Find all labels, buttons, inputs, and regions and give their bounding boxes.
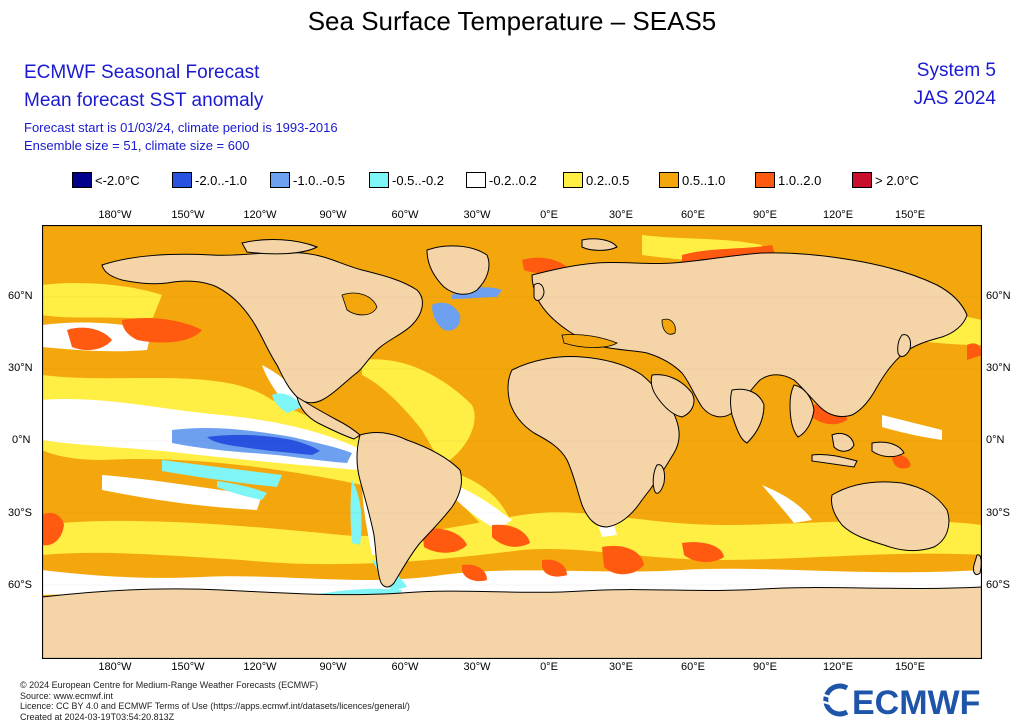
lon-label-bottom: 30°W bbox=[463, 661, 491, 673]
footer-copyright: © 2024 European Centre for Medium-Range … bbox=[20, 680, 319, 690]
legend-label: -0.2..0.2 bbox=[489, 172, 537, 188]
legend-label: -1.0..-0.5 bbox=[293, 172, 346, 188]
lat-label-left: 30°S bbox=[8, 507, 32, 519]
lon-label-bottom: 150°W bbox=[171, 661, 205, 673]
lon-label-top: 60°E bbox=[681, 209, 705, 221]
lon-label-bottom: 120°W bbox=[243, 661, 277, 673]
legend-label: <-2.0°C bbox=[95, 172, 140, 188]
lon-label-bottom: 0°E bbox=[540, 661, 558, 673]
legend-swatch bbox=[563, 172, 583, 188]
lon-label-bottom: 180°W bbox=[98, 661, 132, 673]
lat-label-right: 30°N bbox=[986, 362, 1011, 374]
lat-label-right: 0°N bbox=[986, 434, 1005, 446]
legend-label: 0.5..1.0 bbox=[682, 172, 726, 188]
legend-swatch bbox=[72, 172, 92, 188]
lon-label-bottom: 60°E bbox=[681, 661, 705, 673]
legend-item: -2.0..-1.0 bbox=[172, 170, 247, 190]
legend-item: -1.0..-0.5 bbox=[270, 170, 345, 190]
lat-label-left: 60°N bbox=[8, 290, 33, 302]
legend-item: -0.2..0.2 bbox=[466, 170, 537, 190]
legend-swatch bbox=[172, 172, 192, 188]
lon-label-top: 30°E bbox=[609, 209, 633, 221]
map-frame bbox=[42, 225, 982, 659]
ecmwf-logo-text: ECMWF bbox=[852, 684, 980, 719]
lat-label-right: 30°S bbox=[986, 507, 1010, 519]
lat-label-left: 60°S bbox=[8, 579, 32, 591]
lat-label-left: 30°N bbox=[8, 362, 33, 374]
lat-label-right: 60°S bbox=[986, 579, 1010, 591]
forecast-start-text: Forecast start is 01/03/24, climate peri… bbox=[24, 120, 338, 135]
period-label: JAS 2024 bbox=[913, 88, 996, 109]
land-masses bbox=[42, 238, 982, 659]
legend-label: > 2.0°C bbox=[875, 172, 919, 188]
legend-item: <-2.0°C bbox=[72, 170, 140, 190]
legend-item: > 2.0°C bbox=[852, 170, 919, 190]
legend-swatch bbox=[852, 172, 872, 188]
lon-label-top: 120°W bbox=[243, 209, 277, 221]
lon-label-top: 30°W bbox=[463, 209, 491, 221]
lon-label-top: 90°E bbox=[753, 209, 777, 221]
lon-label-top: 60°W bbox=[391, 209, 419, 221]
lon-label-bottom: 90°E bbox=[753, 661, 777, 673]
lon-label-top: 150°W bbox=[171, 209, 205, 221]
lon-label-bottom: 120°E bbox=[822, 661, 854, 673]
lon-label-top: 90°W bbox=[319, 209, 347, 221]
legend-item: 1.0..2.0 bbox=[755, 170, 821, 190]
legend-swatch bbox=[466, 172, 486, 188]
legend-item: -0.5..-0.2 bbox=[369, 170, 444, 190]
legend-label: -0.5..-0.2 bbox=[392, 172, 445, 188]
footer-source: Source: www.ecmwf.int bbox=[20, 690, 114, 701]
inland-water bbox=[341, 292, 676, 348]
lon-label-top: 120°E bbox=[822, 209, 854, 221]
legend-item: 0.2..0.5 bbox=[563, 170, 629, 190]
sst-anomaly-map bbox=[42, 225, 982, 659]
legend-label: -2.0..-1.0 bbox=[195, 172, 248, 188]
lon-label-bottom: 30°E bbox=[609, 661, 633, 673]
legend-swatch bbox=[369, 172, 389, 188]
forecast-heading: ECMWF Seasonal Forecast bbox=[24, 62, 260, 83]
anomaly-blue-regions bbox=[207, 434, 320, 455]
legend-label: 0.2..0.5 bbox=[586, 172, 630, 188]
legend-swatch bbox=[270, 172, 290, 188]
page-title: Sea Surface Temperature – SEAS5 bbox=[307, 6, 717, 36]
ensemble-size-text: Ensemble size = 51, climate size = 600 bbox=[24, 138, 250, 153]
footer: © 2024 European Centre for Medium-Range … bbox=[20, 680, 410, 722]
lat-label-left: 0°N bbox=[12, 434, 31, 446]
legend-swatch bbox=[659, 172, 679, 188]
system-label: System 5 bbox=[916, 60, 996, 81]
lon-label-top: 180°W bbox=[98, 209, 132, 221]
map-graticule bbox=[42, 296, 982, 586]
lat-label-right: 60°N bbox=[986, 290, 1011, 302]
ecmwf-logo-icon bbox=[823, 683, 849, 717]
ecmwf-logo: ECMWF bbox=[820, 683, 980, 719]
legend-label: 1.0..2.0 bbox=[778, 172, 822, 188]
color-legend: <-2.0°C -2.0..-1.0 -1.0..-0.5 -0.5..-0.2… bbox=[72, 170, 972, 192]
forecast-subheading: Mean forecast SST anomaly bbox=[24, 90, 264, 111]
lon-label-bottom: 90°W bbox=[319, 661, 347, 673]
legend-swatch bbox=[755, 172, 775, 188]
lon-label-top: 0°E bbox=[540, 209, 558, 221]
lon-label-bottom: 60°W bbox=[391, 661, 419, 673]
legend-item: 0.5..1.0 bbox=[659, 170, 725, 190]
footer-created: Created at 2024-03-19T03:54:20.813Z bbox=[20, 711, 175, 722]
ecmwf-logo-waves bbox=[820, 694, 848, 705]
lon-label-top: 150°E bbox=[894, 209, 926, 221]
lon-label-bottom: 150°E bbox=[894, 661, 926, 673]
footer-licence: Licence: CC BY 4.0 and ECMWF Terms of Us… bbox=[20, 701, 410, 711]
